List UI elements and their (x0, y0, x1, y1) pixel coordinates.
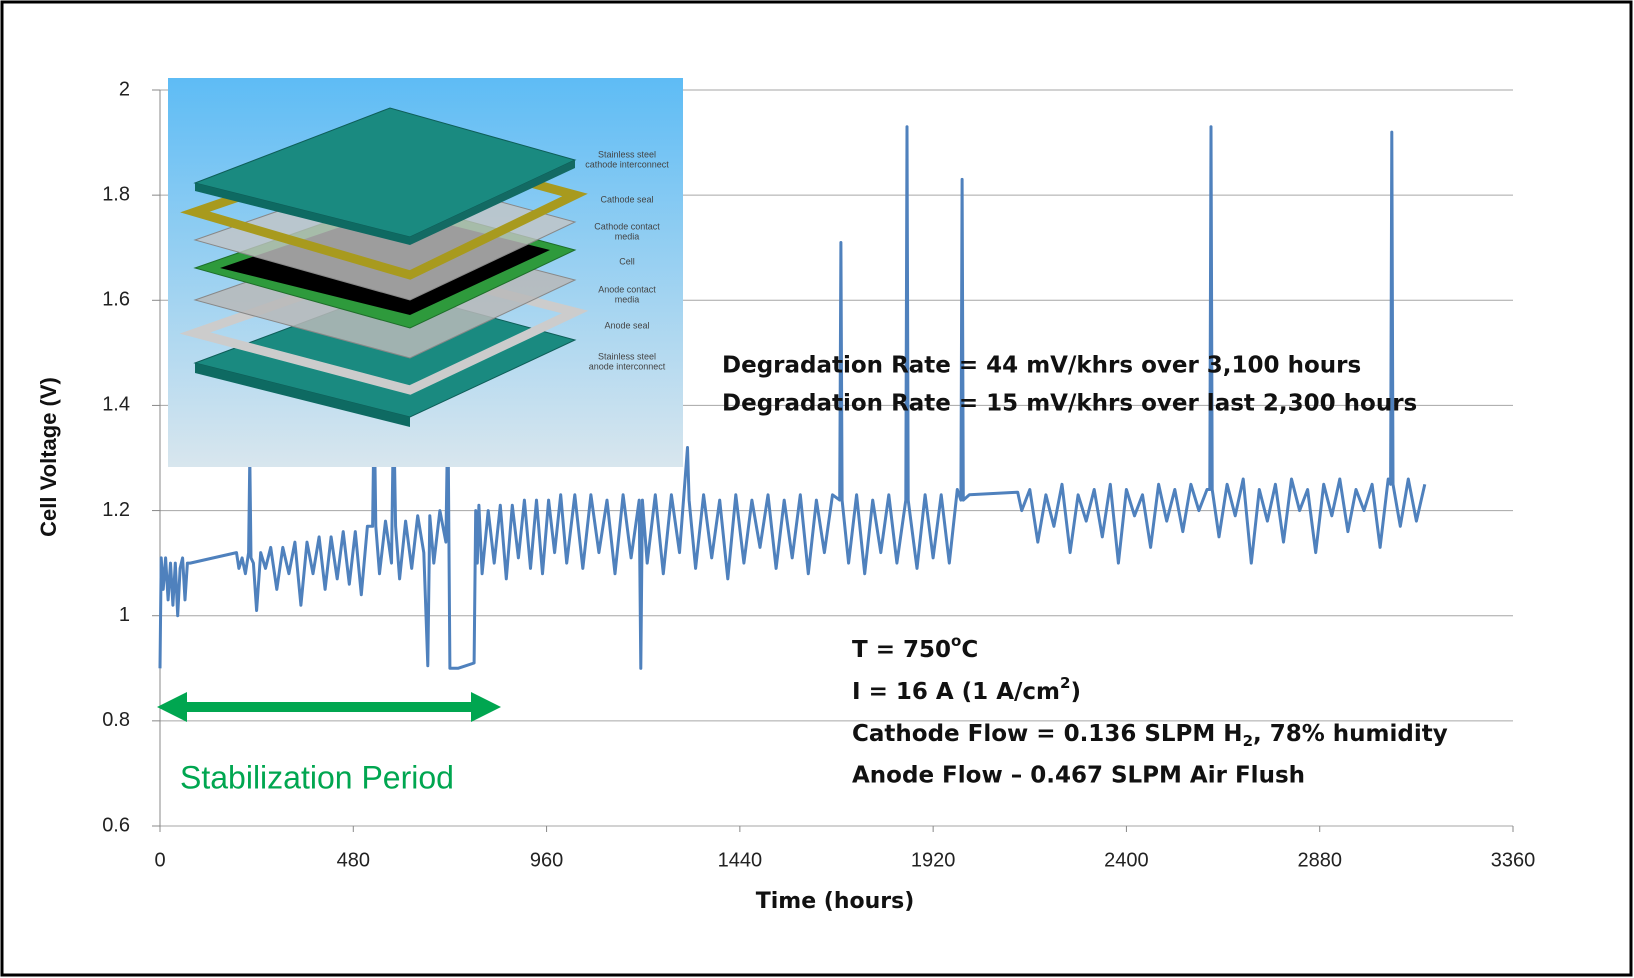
inset-label: Stainless steel (598, 149, 656, 159)
annotation: I = 16 A (1 A/cm2) (852, 674, 1081, 705)
inset-label: cathode interconnect (585, 159, 669, 169)
y-tick-label: 2 (119, 78, 130, 100)
x-tick-label: 0 (154, 849, 165, 871)
x-tick-label: 2400 (1104, 849, 1149, 871)
y-tick-label: 0.6 (102, 814, 130, 836)
y-tick-label: 1.4 (102, 394, 130, 416)
x-tick-label: 2880 (1297, 849, 1342, 871)
inset-label: media (615, 294, 640, 304)
annotation: Cathode Flow = 0.136 SLPM H2, 78% humidi… (852, 721, 1448, 750)
inset-label: Stainless steel (598, 351, 656, 361)
inset-label: anode interconnect (589, 361, 666, 371)
inset-label: Cell (619, 256, 635, 266)
x-tick-label: 960 (530, 849, 563, 871)
y-tick-label: 0.8 (102, 709, 130, 731)
annotation: Degradation Rate = 15 mV/khrs over last … (722, 391, 1417, 417)
y-axis-title: Cell Voltage (V) (36, 377, 61, 537)
x-tick-label: 3360 (1491, 849, 1536, 871)
y-tick-label: 1.6 (102, 289, 130, 311)
annotation: Degradation Rate = 44 mV/khrs over 3,100… (722, 353, 1361, 379)
inset-label: Anode contact (598, 284, 656, 294)
inset-label: Cathode contact (594, 221, 660, 231)
x-axis-title: Time (hours) (756, 889, 915, 914)
chart: 0.6 0.8 1 1.2 1.4 1.6 1.8 2 0 480 960 1440 1920 2400 2… (0, 0, 1634, 978)
x-tick-label: 1920 (911, 849, 956, 871)
inset-label: Anode seal (604, 320, 649, 330)
inset-label: Cathode seal (600, 194, 653, 204)
y-tick-label: 1.2 (102, 499, 130, 521)
inset-label: media (615, 231, 640, 241)
annotation: Anode Flow – 0.467 SLPM Air Flush (852, 763, 1305, 789)
x-tick-label: 1440 (718, 849, 763, 871)
y-tick-label: 1 (119, 604, 130, 626)
stabilization-label: Stabilization Period (180, 759, 454, 795)
y-tick-label: 1.8 (102, 183, 130, 205)
x-tick-label: 480 (337, 849, 370, 871)
